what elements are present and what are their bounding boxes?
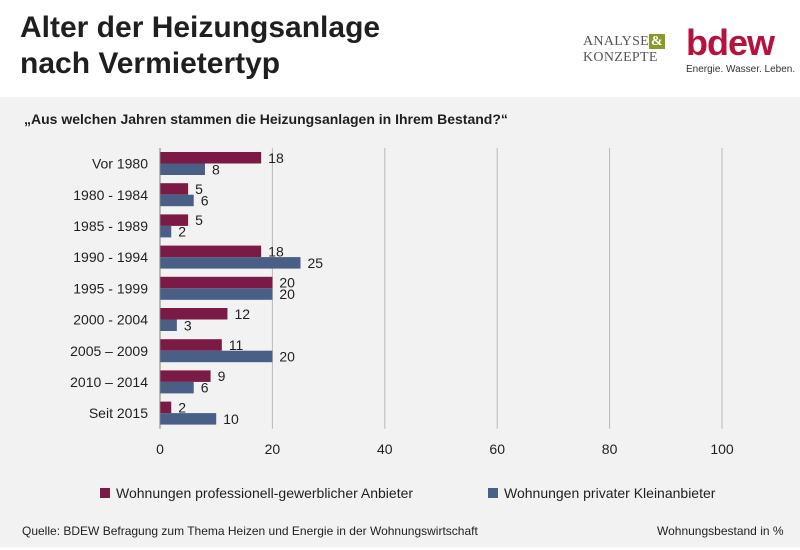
bar-professional xyxy=(160,183,189,195)
unit-note: Wohnungsbestand in % xyxy=(657,524,784,538)
x-tick-label: 40 xyxy=(377,441,393,457)
data-label: 20 xyxy=(279,286,295,302)
category-label: 2005 – 2009 xyxy=(70,343,148,359)
bar-professional xyxy=(160,370,211,382)
legend-swatch-professional xyxy=(100,488,110,498)
data-label: 18 xyxy=(268,150,284,166)
category-label: 1985 - 1989 xyxy=(73,218,148,234)
legend-swatch-private xyxy=(488,488,498,498)
data-label: 3 xyxy=(184,317,192,333)
logo-amp: & xyxy=(649,34,665,49)
analyse-konzepte-logo: ANALYSE & KONZEPTE xyxy=(583,34,665,66)
data-label: 6 xyxy=(201,192,209,208)
bar-private xyxy=(160,194,194,207)
category-label: 1980 - 1984 xyxy=(73,187,148,203)
survey-question: „Aus welchen Jahren stammen die Heizungs… xyxy=(24,111,508,127)
data-label: 2 xyxy=(178,399,186,415)
data-label: 11 xyxy=(229,337,244,353)
bar-private xyxy=(160,319,177,331)
bdew-slogan: Energie. Wasser. Leben. xyxy=(686,64,796,75)
bar-private xyxy=(160,413,217,425)
data-label: 5 xyxy=(195,212,203,228)
x-tick-label: 100 xyxy=(710,441,734,457)
bar-private xyxy=(160,163,205,175)
data-label: 20 xyxy=(279,275,295,291)
bar-professional xyxy=(160,152,262,164)
chart-title: Alter der Heizungsanlage nach Vermietert… xyxy=(20,11,381,80)
source-note: Quelle: BDEW Befragung zum Thema Heizen … xyxy=(22,524,478,538)
bar-professional xyxy=(160,276,273,289)
category-label: 1990 - 1994 xyxy=(73,249,148,265)
logo-analyse-text: ANALYSE xyxy=(583,34,650,49)
data-label: 20 xyxy=(279,348,295,364)
bar-professional xyxy=(160,245,262,258)
chart-background xyxy=(0,97,800,547)
data-label: 6 xyxy=(201,380,209,396)
category-label: 1995 - 1999 xyxy=(73,280,148,296)
bar-private xyxy=(160,225,172,238)
data-label: 12 xyxy=(234,306,250,322)
category-label: Vor 1980 xyxy=(92,156,148,172)
bar-professional xyxy=(160,308,228,320)
bar-private xyxy=(160,350,273,363)
data-label: 5 xyxy=(195,181,203,197)
data-label: 2 xyxy=(178,224,186,240)
data-label: 8 xyxy=(212,161,220,177)
data-label: 25 xyxy=(308,255,324,271)
bar-professional xyxy=(160,401,172,414)
data-label: 10 xyxy=(223,411,239,427)
bar-professional xyxy=(160,339,222,351)
category-label: 2000 - 2004 xyxy=(73,312,148,328)
bar-professional xyxy=(160,214,189,226)
bdew-logo: bdew xyxy=(686,22,775,63)
x-tick-label: 60 xyxy=(489,441,505,457)
x-tick-label: 80 xyxy=(602,441,618,457)
category-label: 2010 – 2014 xyxy=(70,374,148,390)
x-tick-label: 0 xyxy=(156,441,164,457)
bar-private xyxy=(160,288,273,300)
logo-konzepte-text: KONZEPTE xyxy=(583,50,658,65)
category-label: Seit 2015 xyxy=(89,405,148,421)
data-label: 9 xyxy=(218,368,226,384)
bar-private xyxy=(160,381,194,394)
legend-label: Wohnungen professionell-gewerblicher Anb… xyxy=(116,485,413,501)
legend-label: Wohnungen privater Kleinanbieter xyxy=(504,485,716,501)
bar-private xyxy=(160,257,301,269)
x-tick-label: 20 xyxy=(265,441,281,457)
data-label: 18 xyxy=(268,243,284,259)
